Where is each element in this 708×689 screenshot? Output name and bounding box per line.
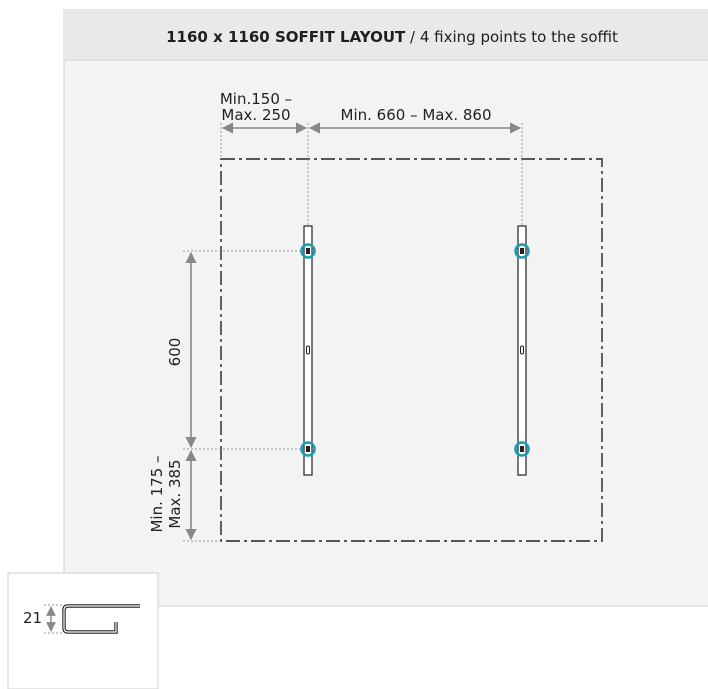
soffit-outline: [220, 158, 603, 542]
vertical-spacing-label: 600: [166, 338, 184, 367]
fixing-point-bottom-right: [514, 441, 530, 457]
left-offset-label-line2: Max. 250: [221, 106, 290, 124]
rail-profile-section: [62, 604, 140, 634]
fixing-point-bottom-left: [300, 441, 316, 457]
fixing-point-top-left: [300, 243, 316, 259]
page-title-line: 1160 x 1160 SOFFIT LAYOUT / 4 fixing poi…: [166, 28, 618, 46]
rail-center-slot: [306, 345, 310, 355]
bottom-offset-label-line2: Max. 385: [166, 459, 184, 528]
layout-title: 1160 x 1160 SOFFIT LAYOUT: [166, 28, 406, 46]
title-separator: /: [405, 28, 420, 46]
mounting-rail-right: [514, 225, 530, 476]
header-bar: [64, 10, 708, 60]
fixing-point-top-right: [514, 243, 530, 259]
profile-height-label: 21: [23, 609, 42, 627]
rail-spacing-label: Min. 660 – Max. 860: [341, 106, 492, 124]
rail-center-slot: [520, 345, 524, 355]
layout-subtitle: 4 fixing points to the soffit: [420, 28, 618, 46]
bottom-offset-label-line1: Min. 175 –: [148, 455, 166, 532]
left-offset-label-line1: Min.150 –: [220, 90, 292, 108]
main-panel: [63, 9, 708, 607]
mounting-rail-left: [300, 225, 316, 476]
